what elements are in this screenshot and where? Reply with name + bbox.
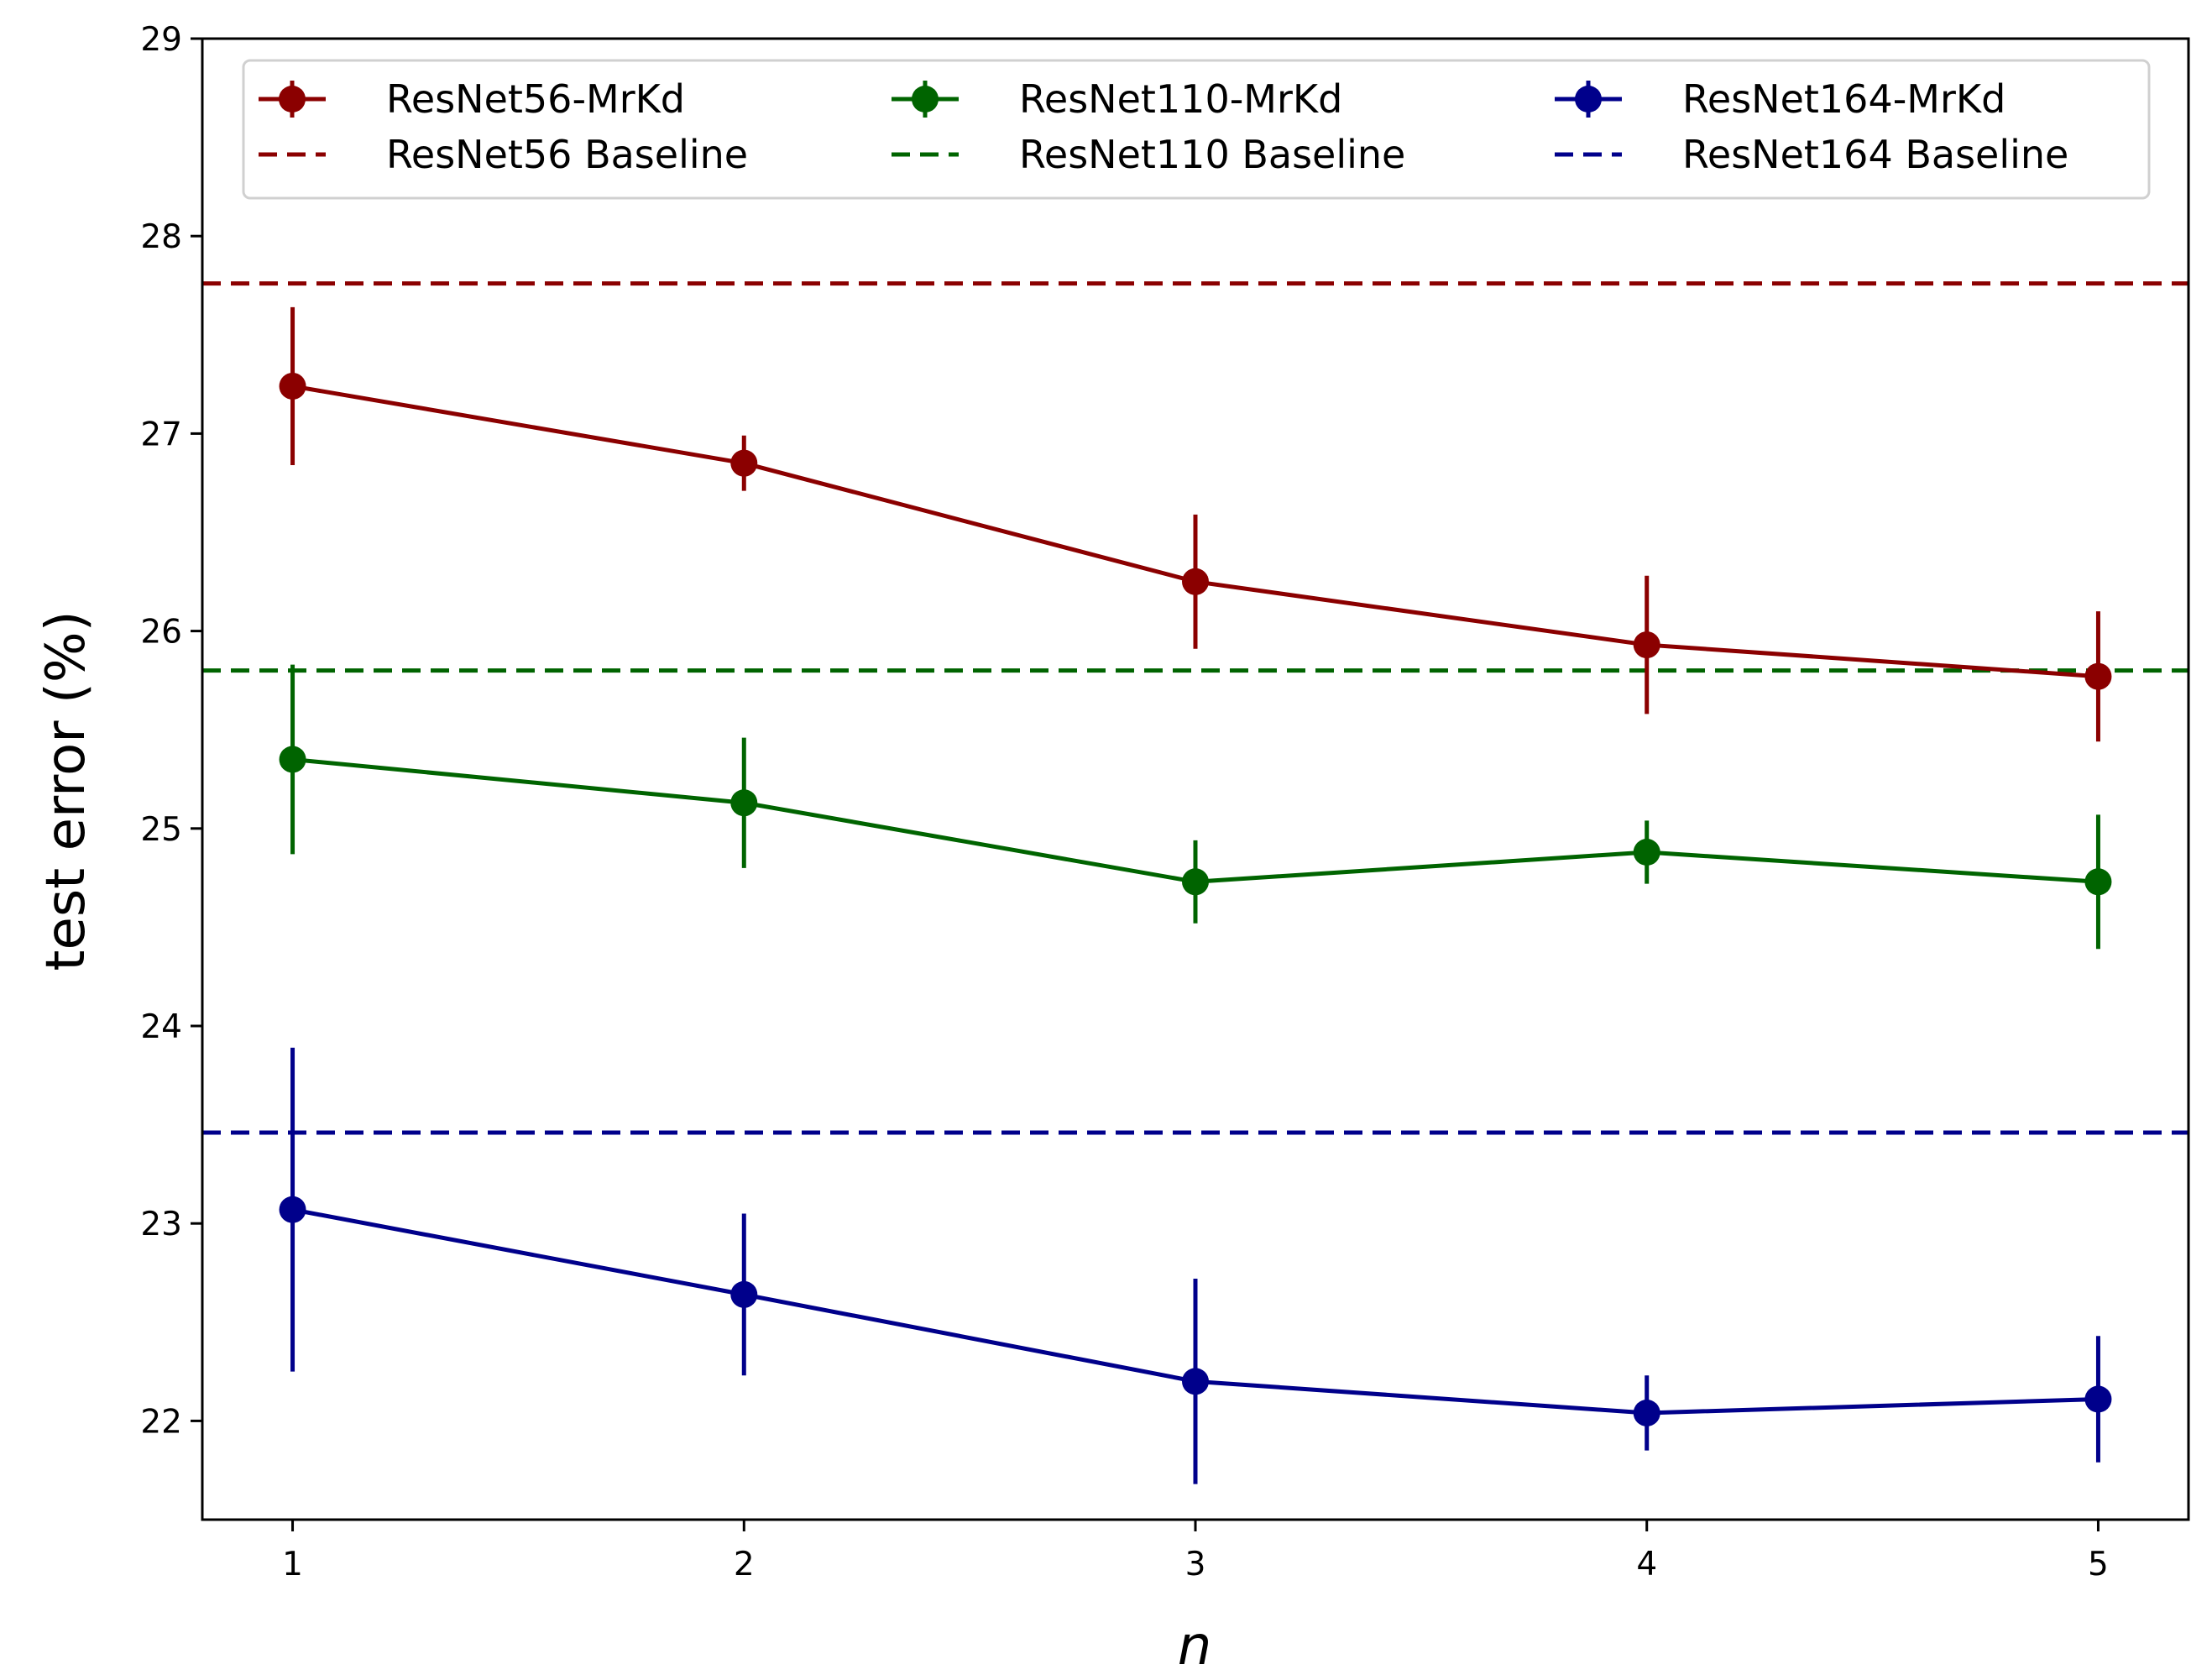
y-axis-ticks: 22 23 24 25 26 27 28 29 xyxy=(140,21,202,1441)
data-point xyxy=(1182,568,1209,595)
data-point xyxy=(730,1280,758,1308)
legend-label: ResNet110-MrKd xyxy=(1019,76,1342,122)
data-point xyxy=(279,372,306,400)
data-point xyxy=(1633,1399,1660,1426)
y-tick-label: 24 xyxy=(140,1008,182,1046)
legend-marker-swatch xyxy=(279,86,306,113)
data-point xyxy=(2084,662,2112,690)
legend-label: ResNet56-MrKd xyxy=(386,76,685,122)
y-tick-label: 28 xyxy=(140,218,182,256)
data-point xyxy=(1182,868,1209,896)
baseline-layer xyxy=(202,281,2188,1135)
series-group xyxy=(279,1047,2112,1484)
series-group xyxy=(279,306,2112,742)
x-tick-label: 4 xyxy=(1636,1546,1657,1583)
legend-label: ResNet164 Baseline xyxy=(1682,132,2068,177)
series-layer xyxy=(279,306,2112,1484)
data-point xyxy=(730,789,758,817)
data-point xyxy=(1633,631,1660,659)
legend-label: ResNet110 Baseline xyxy=(1019,132,1405,177)
legend: ResNet56-MrKd ResNet110-MrKd ResNet164-MrK… xyxy=(242,59,2151,200)
data-point xyxy=(730,449,758,477)
x-axis-ticks: 1 2 3 4 5 xyxy=(282,1520,2109,1583)
data-point xyxy=(1633,839,1660,866)
legend-label: ResNet164-MrKd xyxy=(1682,76,2005,122)
legend-marker-swatch xyxy=(912,86,939,113)
data-point xyxy=(2084,868,2112,896)
y-tick-label: 22 xyxy=(140,1403,182,1441)
legend-label: ResNet56 Baseline xyxy=(386,132,748,177)
x-tick-label: 2 xyxy=(734,1546,755,1583)
y-axis-label: test error (%) xyxy=(35,610,97,971)
x-tick-label: 3 xyxy=(1185,1546,1206,1583)
data-point xyxy=(1182,1368,1209,1395)
legend-marker-swatch xyxy=(1575,86,1602,113)
data-point xyxy=(2084,1385,2112,1413)
x-axis-label: n xyxy=(1178,1615,1212,1677)
data-point xyxy=(279,746,306,773)
x-tick-label: 1 xyxy=(282,1546,303,1583)
y-tick-label: 23 xyxy=(140,1206,182,1243)
data-point xyxy=(279,1196,306,1223)
y-tick-label: 29 xyxy=(140,21,182,59)
legend-box xyxy=(242,59,2151,200)
x-tick-label: 5 xyxy=(2088,1546,2109,1583)
y-tick-label: 27 xyxy=(140,416,182,453)
y-tick-label: 25 xyxy=(140,811,182,849)
y-tick-label: 26 xyxy=(140,614,182,652)
series-group xyxy=(279,664,2112,950)
